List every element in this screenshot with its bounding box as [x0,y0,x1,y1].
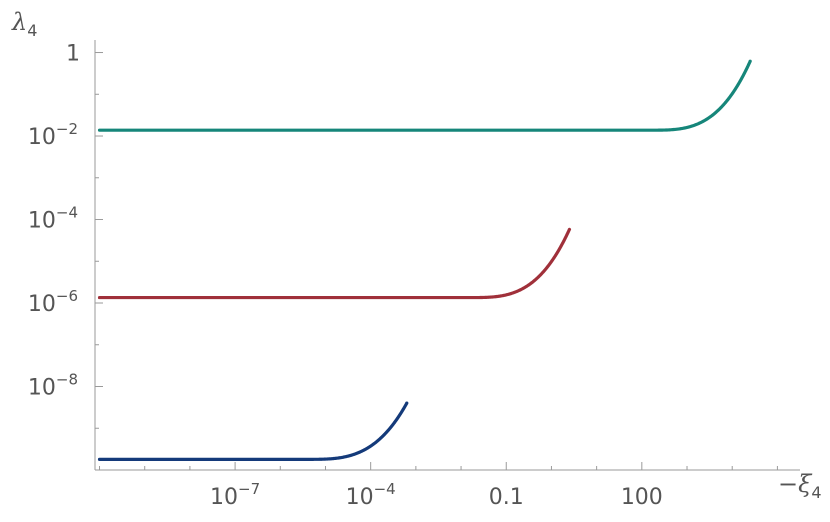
y-tick-label: 1 [66,42,80,67]
x-axis-label: −ξ4 [778,470,822,502]
y-ticks [95,52,103,471]
x-tick-label: 100 [621,485,663,510]
x-tick-label: 0.1 [489,485,524,510]
series-line-2 [97,401,409,461]
x-tick-labels: 10−7 10−4 0.1 100 [210,480,663,510]
y-axis-label: λ4 [11,8,37,40]
x-tick-label: 10−4 [346,480,396,510]
y-tick-label: 10−4 [28,204,78,234]
series-line-0 [97,59,752,132]
y-tick-labels: 1 10−2 10−4 10−6 10−8 [28,42,80,401]
x-ticks [99,462,778,470]
y-tick-label: 10−2 [28,120,78,150]
series-line-1 [97,227,572,300]
y-tick-label: 10−8 [28,371,78,401]
series-layer [97,59,752,461]
x-tick-label: 10−7 [210,480,260,510]
y-tick-label: 10−6 [28,287,78,317]
